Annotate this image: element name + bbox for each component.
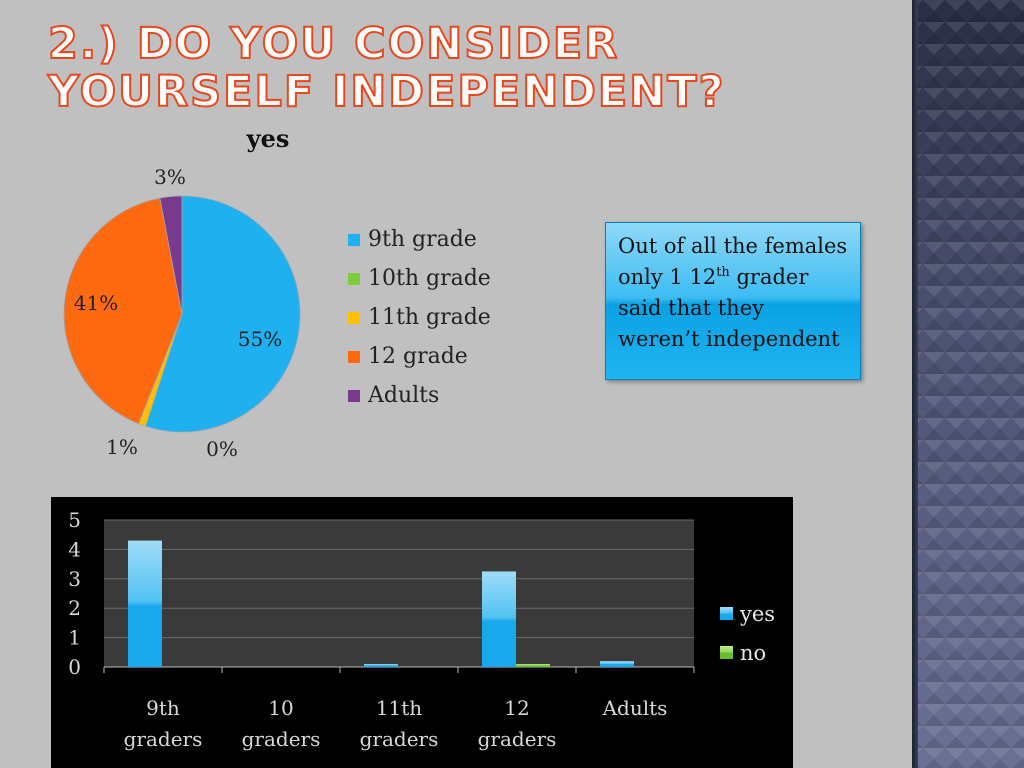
legend-label: 9th grade [368, 227, 477, 252]
pie-legend-item: Adults [348, 376, 491, 415]
legend-swatch [348, 272, 360, 285]
y-tick-label: 3 [68, 567, 81, 591]
legend-swatch [348, 311, 360, 324]
bar-yes-12-graders [482, 571, 516, 667]
y-tick-label: 0 [68, 655, 81, 679]
legend-label: 12 grade [368, 344, 468, 369]
pie-slice-9th-grade [145, 195, 301, 433]
decorative-side-panel [912, 0, 1024, 768]
bar-legend-swatch [720, 646, 733, 659]
pie-data-label: 41% [74, 291, 118, 315]
x-category-label: Adults [602, 696, 668, 720]
callout-box: Out of all the females only 1 12th grade… [605, 222, 861, 380]
plot-area [104, 520, 694, 667]
pie-data-label: 0% [206, 437, 238, 461]
pie-legend-item: 12 grade [348, 337, 491, 376]
bar-chart: 0 1 2 3 4 5 9th graders 10 graders 11th graders 12 gr… [51, 497, 793, 768]
pie-slice-12-grade [63, 197, 183, 425]
legend-label: Adults [368, 383, 440, 408]
bar-yes-9th-graders [128, 540, 162, 667]
x-category-label: 12 graders [478, 696, 557, 751]
x-category-label: 9th graders [124, 696, 203, 751]
callout-text-end: grader said that they weren’t independen… [618, 265, 840, 351]
pie-legend-item: 10th grade [348, 259, 491, 298]
y-tick-label: 5 [68, 508, 81, 532]
y-tick-label: 2 [68, 596, 81, 620]
pie-legend-item: 9th grade [348, 220, 491, 259]
pie-data-label: 3% [154, 165, 186, 189]
pie-chart-title: yes [246, 124, 290, 153]
bar-legend-label: yes [739, 602, 775, 626]
slide: 2.) Do you consider yourself independent… [47, 19, 861, 768]
legend-label: 10th grade [368, 266, 491, 291]
bar-no-12-graders [516, 664, 550, 667]
x-category-label: 11th graders [360, 696, 439, 751]
pie-legend-item: 11th grade [348, 298, 491, 337]
pie-legend: 9th grade 10th grade 11th grade 12 grade Adu… [348, 220, 491, 415]
slide-title: 2.) Do you consider yourself independent… [47, 19, 726, 117]
legend-swatch [348, 389, 360, 402]
legend-swatch [348, 233, 360, 246]
y-tick-label: 1 [68, 626, 81, 650]
legend-label: 11th grade [368, 305, 491, 330]
bar-yes-adults [600, 661, 634, 667]
y-tick-label: 4 [68, 537, 81, 561]
pie-slice-adults [159, 195, 183, 315]
bar-legend-swatch [720, 607, 733, 620]
legend-swatch [348, 350, 360, 363]
bar-legend-label: no [740, 641, 766, 665]
pie-data-label: 1% [106, 435, 138, 459]
pie-chart: 55% 0% 1% 41% 3% [63, 165, 301, 461]
pie-data-label: 55% [238, 327, 282, 351]
x-category-label: 10 graders [242, 696, 321, 751]
callout-superscript: th [716, 265, 730, 280]
bar-yes-11th-graders [364, 664, 398, 667]
callout-text-start: Out of all the females only 1 12 [618, 234, 848, 289]
